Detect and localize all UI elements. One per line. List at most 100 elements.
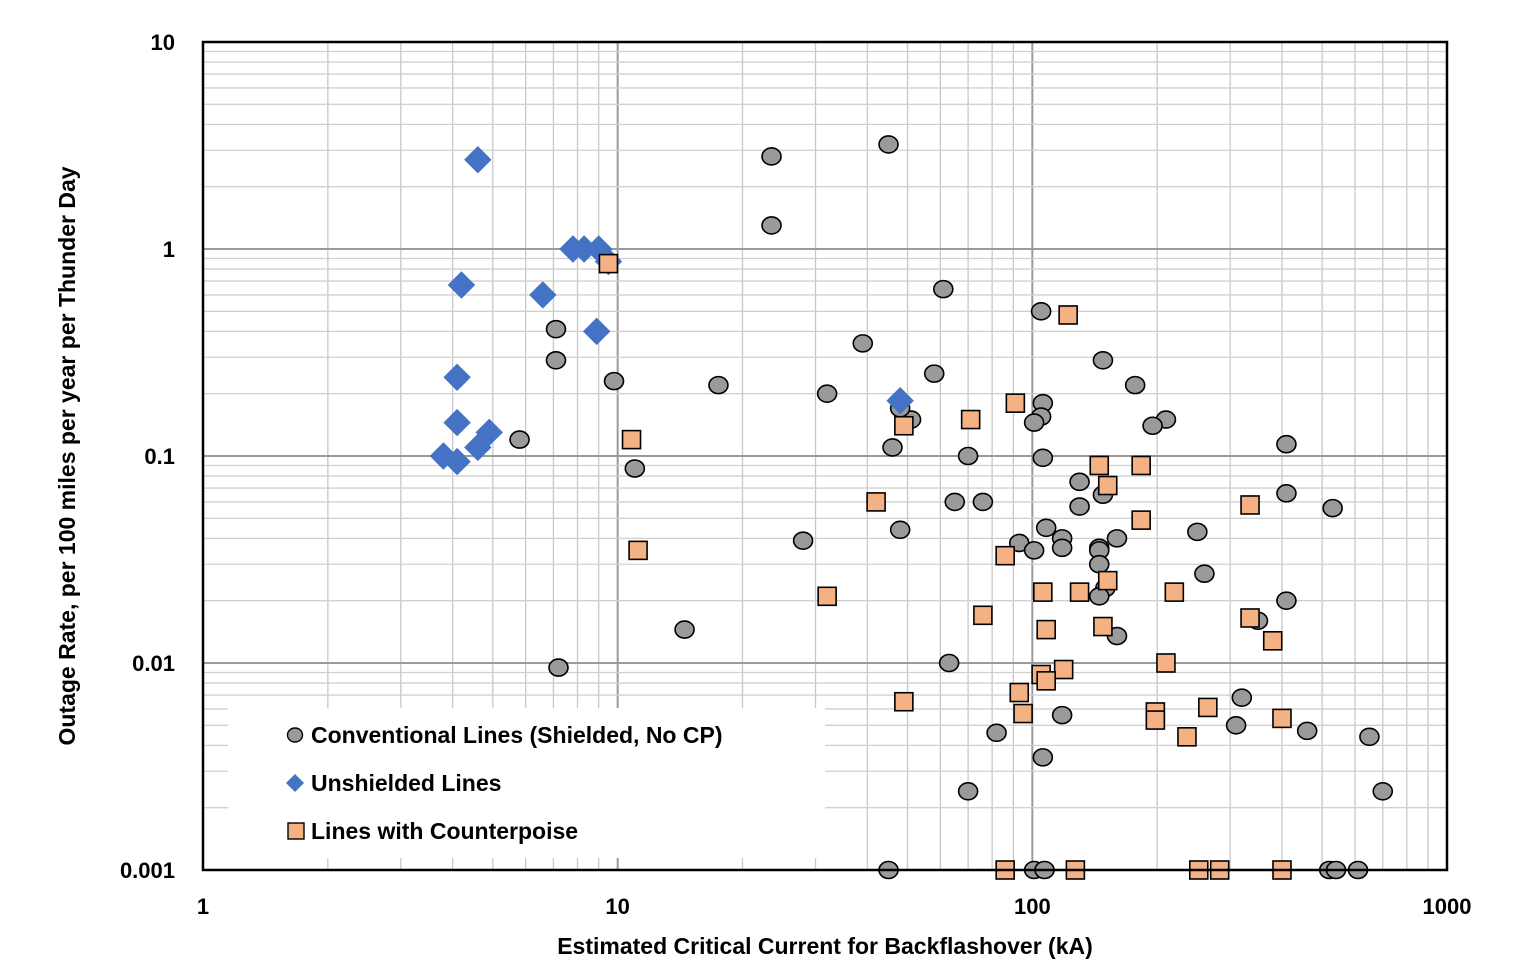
legend-background [228,708,825,858]
data-point-circle [1030,302,1052,321]
data-point-diamond [529,281,557,309]
legend-item: Conventional Lines (Shielded, No CP) [286,722,722,748]
data-point-circle [986,723,1007,743]
y-tick-label: 0.001 [120,858,175,883]
data-point-diamond [464,433,492,462]
data-point-square [866,492,886,512]
data-point-diamond [464,146,492,174]
grid-lines [203,42,1447,870]
data-point-circle [889,520,911,540]
data-point-circle [1035,518,1057,538]
data-point-circle [816,384,838,403]
data-point-circle [603,371,625,391]
data-point-circle [1092,350,1114,370]
data-point-square [621,429,642,450]
data-point-square [960,409,981,430]
y-tick-label: 0.1 [144,444,175,469]
data-point-circle [1051,705,1073,725]
data-point-square [1033,582,1053,602]
data-point-circle [548,658,569,677]
data-point-square [1053,659,1074,680]
legend-marker [286,727,304,743]
data-point-square [995,545,1015,566]
data-point-circle [852,334,874,353]
data-point-square [1005,393,1026,413]
data-point-square [1013,703,1033,724]
data-point-circle [624,459,646,478]
x-tick-label: 100 [1014,894,1051,919]
data-point-diamond [443,363,471,392]
data-point-square [1198,697,1218,718]
data-point-circle [1276,591,1297,610]
data-point-circle [957,781,979,801]
data-point-square [1131,510,1151,530]
x-axis-title: Estimated Critical Current for Backflash… [557,933,1093,959]
y-tick-label: 1 [163,237,175,262]
y-axis-title: Outage Rate, per 100 miles per year per … [54,166,80,745]
data-point-circle [708,375,729,395]
data-point-diamond [443,408,471,437]
data-point-circle [674,620,695,639]
legend-label: Unshielded Lines [311,770,501,796]
data-point-diamond [443,447,471,476]
data-point-square [1058,305,1078,325]
data-point-square [817,586,837,607]
y-tick-label: 10 [151,30,175,55]
data-point-circle [938,653,960,673]
data-point-circle [1032,748,1054,767]
data-point-square [1093,616,1113,637]
data-point-circle [933,279,954,299]
data-point-circle [1359,727,1380,747]
data-point-circle [1194,564,1215,584]
tick-labels: 1 10 100 1000 10 1 0.1 0.01 0.001 [120,30,1472,919]
data-point-square [1156,653,1176,673]
data-point-square [973,605,993,626]
data-point-circle [1142,416,1163,436]
legend-label: Lines with Counterpoise [311,818,578,844]
data-point-circle [1124,375,1146,395]
data-point-circle [792,531,814,550]
data-point-circle [944,492,966,512]
legend-marker [287,822,305,840]
legend-label: Conventional Lines (Shielded, No CP) [311,722,722,748]
legend-marker [286,774,304,792]
data-point-circle [761,147,782,166]
data-point-square [1164,582,1185,602]
data-point-circle [1106,529,1128,548]
data-point-circle [972,492,994,512]
data-point-square [1097,570,1118,591]
data-point-circle [1032,448,1054,468]
x-tick-label: 1000 [1423,894,1472,919]
series-diamond [429,146,914,476]
data-point-circle [1051,538,1073,558]
data-point-diamond [447,271,476,299]
data-point-square [1009,682,1030,703]
data-point-circle [1231,688,1253,707]
data-point-circle [1296,721,1318,741]
data-point-square [628,540,648,561]
data-point-square [1262,631,1283,651]
data-point-circle [882,438,903,457]
plot-area-border [201,40,1449,872]
data-point-circle [1069,472,1090,492]
data-point-square [1089,455,1110,476]
data-point-square [1145,710,1166,730]
data-point-circle [509,430,530,449]
data-point-circle [1225,716,1247,735]
data-point-circle [545,319,567,339]
data-point-circle [545,350,567,370]
data-point-circle [1276,484,1297,503]
data-point-diamond [886,386,914,415]
legend-item: Unshielded Lines [286,770,501,796]
data-point-circle [1322,498,1343,518]
data-point-square [1240,495,1260,515]
data-point-circle [1372,781,1394,801]
data-point-circle [761,216,782,235]
y-tick-label: 0.01 [132,651,175,676]
data-point-square [598,253,619,274]
legend-item: Lines with Counterpoise [287,818,578,844]
data-point-circle [1023,413,1045,432]
data-point-square [1036,671,1056,691]
x-tick-label: 1 [197,894,209,919]
